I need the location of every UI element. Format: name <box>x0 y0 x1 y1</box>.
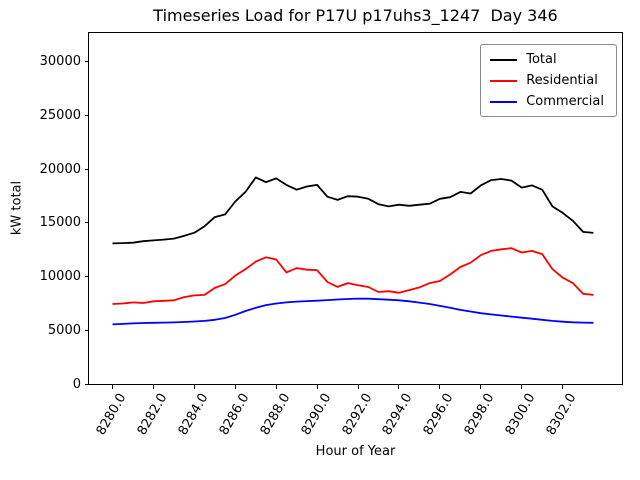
y-tick-label: 25000 <box>39 108 81 124</box>
y-tick-label: 10000 <box>39 269 81 285</box>
y-tick-label: 30000 <box>39 54 81 70</box>
legend-line-swatch <box>490 79 518 82</box>
y-tick-mark <box>85 222 89 224</box>
x-tick-mark <box>521 385 523 389</box>
x-tick-mark <box>562 385 564 389</box>
x-tick-mark <box>152 385 154 389</box>
x-tick-label: 8280.0 <box>93 391 130 438</box>
y-tick-label: 5000 <box>47 322 81 338</box>
x-tick-label: 8300.0 <box>503 391 539 438</box>
x-tick-mark <box>316 385 318 389</box>
series-line-residential <box>112 247 594 305</box>
legend-line-swatch <box>490 100 518 103</box>
legend: Total Residential Commercial <box>480 44 617 117</box>
x-tick-label: 8302.0 <box>543 391 580 438</box>
y-tick-mark <box>85 329 89 331</box>
y-tick-label: 0 <box>72 376 81 392</box>
legend-item-commercial: Commercial <box>490 94 604 109</box>
x-tick-mark <box>112 385 114 389</box>
legend-line-swatch <box>490 58 518 61</box>
series-line-commercial <box>112 297 594 326</box>
y-tick-label: 15000 <box>39 215 81 231</box>
legend-label: Commercial <box>526 94 604 109</box>
legend-label: Residential <box>526 73 598 88</box>
x-tick-label: 8282.0 <box>134 391 171 438</box>
y-tick-mark <box>85 276 89 278</box>
x-tick-mark <box>398 385 400 389</box>
legend-item-residential: Residential <box>490 73 604 88</box>
y-axis-label: kW total <box>9 180 25 236</box>
x-tick-mark <box>275 385 277 389</box>
x-tick-label: 8290.0 <box>298 391 335 438</box>
x-tick-mark <box>480 385 482 389</box>
y-tick-label: 20000 <box>39 161 81 177</box>
x-tick-label: 8288.0 <box>257 391 294 438</box>
x-tick-label: 8296.0 <box>421 391 457 438</box>
x-tick-label: 8286.0 <box>216 391 253 438</box>
chart-title: Timeseries Load for P17U p17uhs3_1247 Da… <box>153 6 558 25</box>
x-axis-label: Hour of Year <box>315 444 396 459</box>
legend-label: Total <box>526 52 557 67</box>
legend-item-total: Total <box>490 52 604 67</box>
x-tick-mark <box>439 385 441 389</box>
series-line-total <box>112 176 594 245</box>
x-tick-label: 8292.0 <box>339 391 376 438</box>
x-tick-mark <box>357 385 359 389</box>
x-tick-mark <box>234 385 236 389</box>
x-tick-label: 8298.0 <box>462 391 498 438</box>
x-tick-label: 8284.0 <box>175 391 212 438</box>
x-tick-mark <box>193 385 195 389</box>
y-tick-mark <box>85 115 89 117</box>
plot-canvas <box>112 176 594 326</box>
y-tick-mark <box>85 168 89 170</box>
x-tick-label: 8294.0 <box>380 391 416 438</box>
y-tick-mark <box>85 383 89 385</box>
y-tick-mark <box>85 61 89 63</box>
